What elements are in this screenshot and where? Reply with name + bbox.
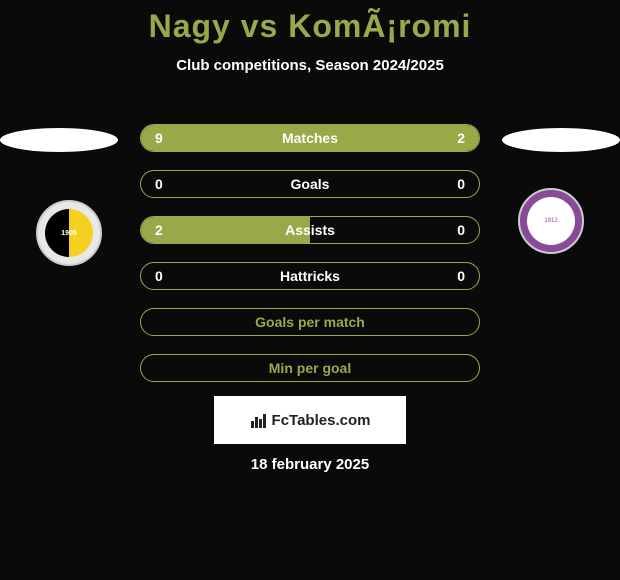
stat-fill-left: [141, 125, 417, 151]
stat-label: Min per goal: [269, 360, 351, 376]
stat-value-right: 0: [457, 176, 465, 192]
stat-value-left: 2: [155, 222, 163, 238]
bekescsaba-badge-icon: 1912: [527, 197, 575, 245]
stat-row-hattricks: 0 0 Hattricks: [140, 262, 480, 290]
stat-row-goals: 0 0 Goals: [140, 170, 480, 198]
stat-value-right: 0: [457, 222, 465, 238]
stat-value-left: 0: [155, 268, 163, 284]
stat-value-right: 2: [457, 130, 465, 146]
stat-value-left: 0: [155, 176, 163, 192]
fctables-logo[interactable]: FcTables.com: [214, 396, 406, 444]
chart-icon: [250, 411, 268, 429]
soroksar-badge-icon: 1905: [45, 209, 93, 257]
stat-label: Hattricks: [280, 268, 340, 284]
stat-row-min-per-goal: Min per goal: [140, 354, 480, 382]
stats-container: 9 2 Matches 0 0 Goals 2 0 Assists 0 0 Hattricks Goal…: [140, 124, 480, 400]
stat-row-goals-per-match: Goals per match: [140, 308, 480, 336]
subtitle: Club competitions, Season 2024/2025: [0, 57, 620, 74]
stat-fill-right: [417, 125, 479, 151]
stat-value-left: 9: [155, 130, 163, 146]
right-player-ellipse: [502, 128, 620, 152]
stat-row-assists: 2 0 Assists: [140, 216, 480, 244]
stat-label: Goals: [291, 176, 330, 192]
left-team-badge: 1905: [36, 200, 102, 266]
stat-value-right: 0: [457, 268, 465, 284]
left-player-ellipse: [0, 128, 118, 152]
stat-label: Goals per match: [255, 314, 365, 330]
date-label: 18 february 2025: [251, 456, 369, 473]
stat-row-matches: 9 2 Matches: [140, 124, 480, 152]
fctables-label: FcTables.com: [272, 412, 371, 429]
right-team-badge: 1912: [518, 188, 584, 254]
stat-label: Assists: [285, 222, 335, 238]
page-title: Nagy vs KomÃ¡romi: [0, 0, 620, 45]
stat-label: Matches: [282, 130, 338, 146]
